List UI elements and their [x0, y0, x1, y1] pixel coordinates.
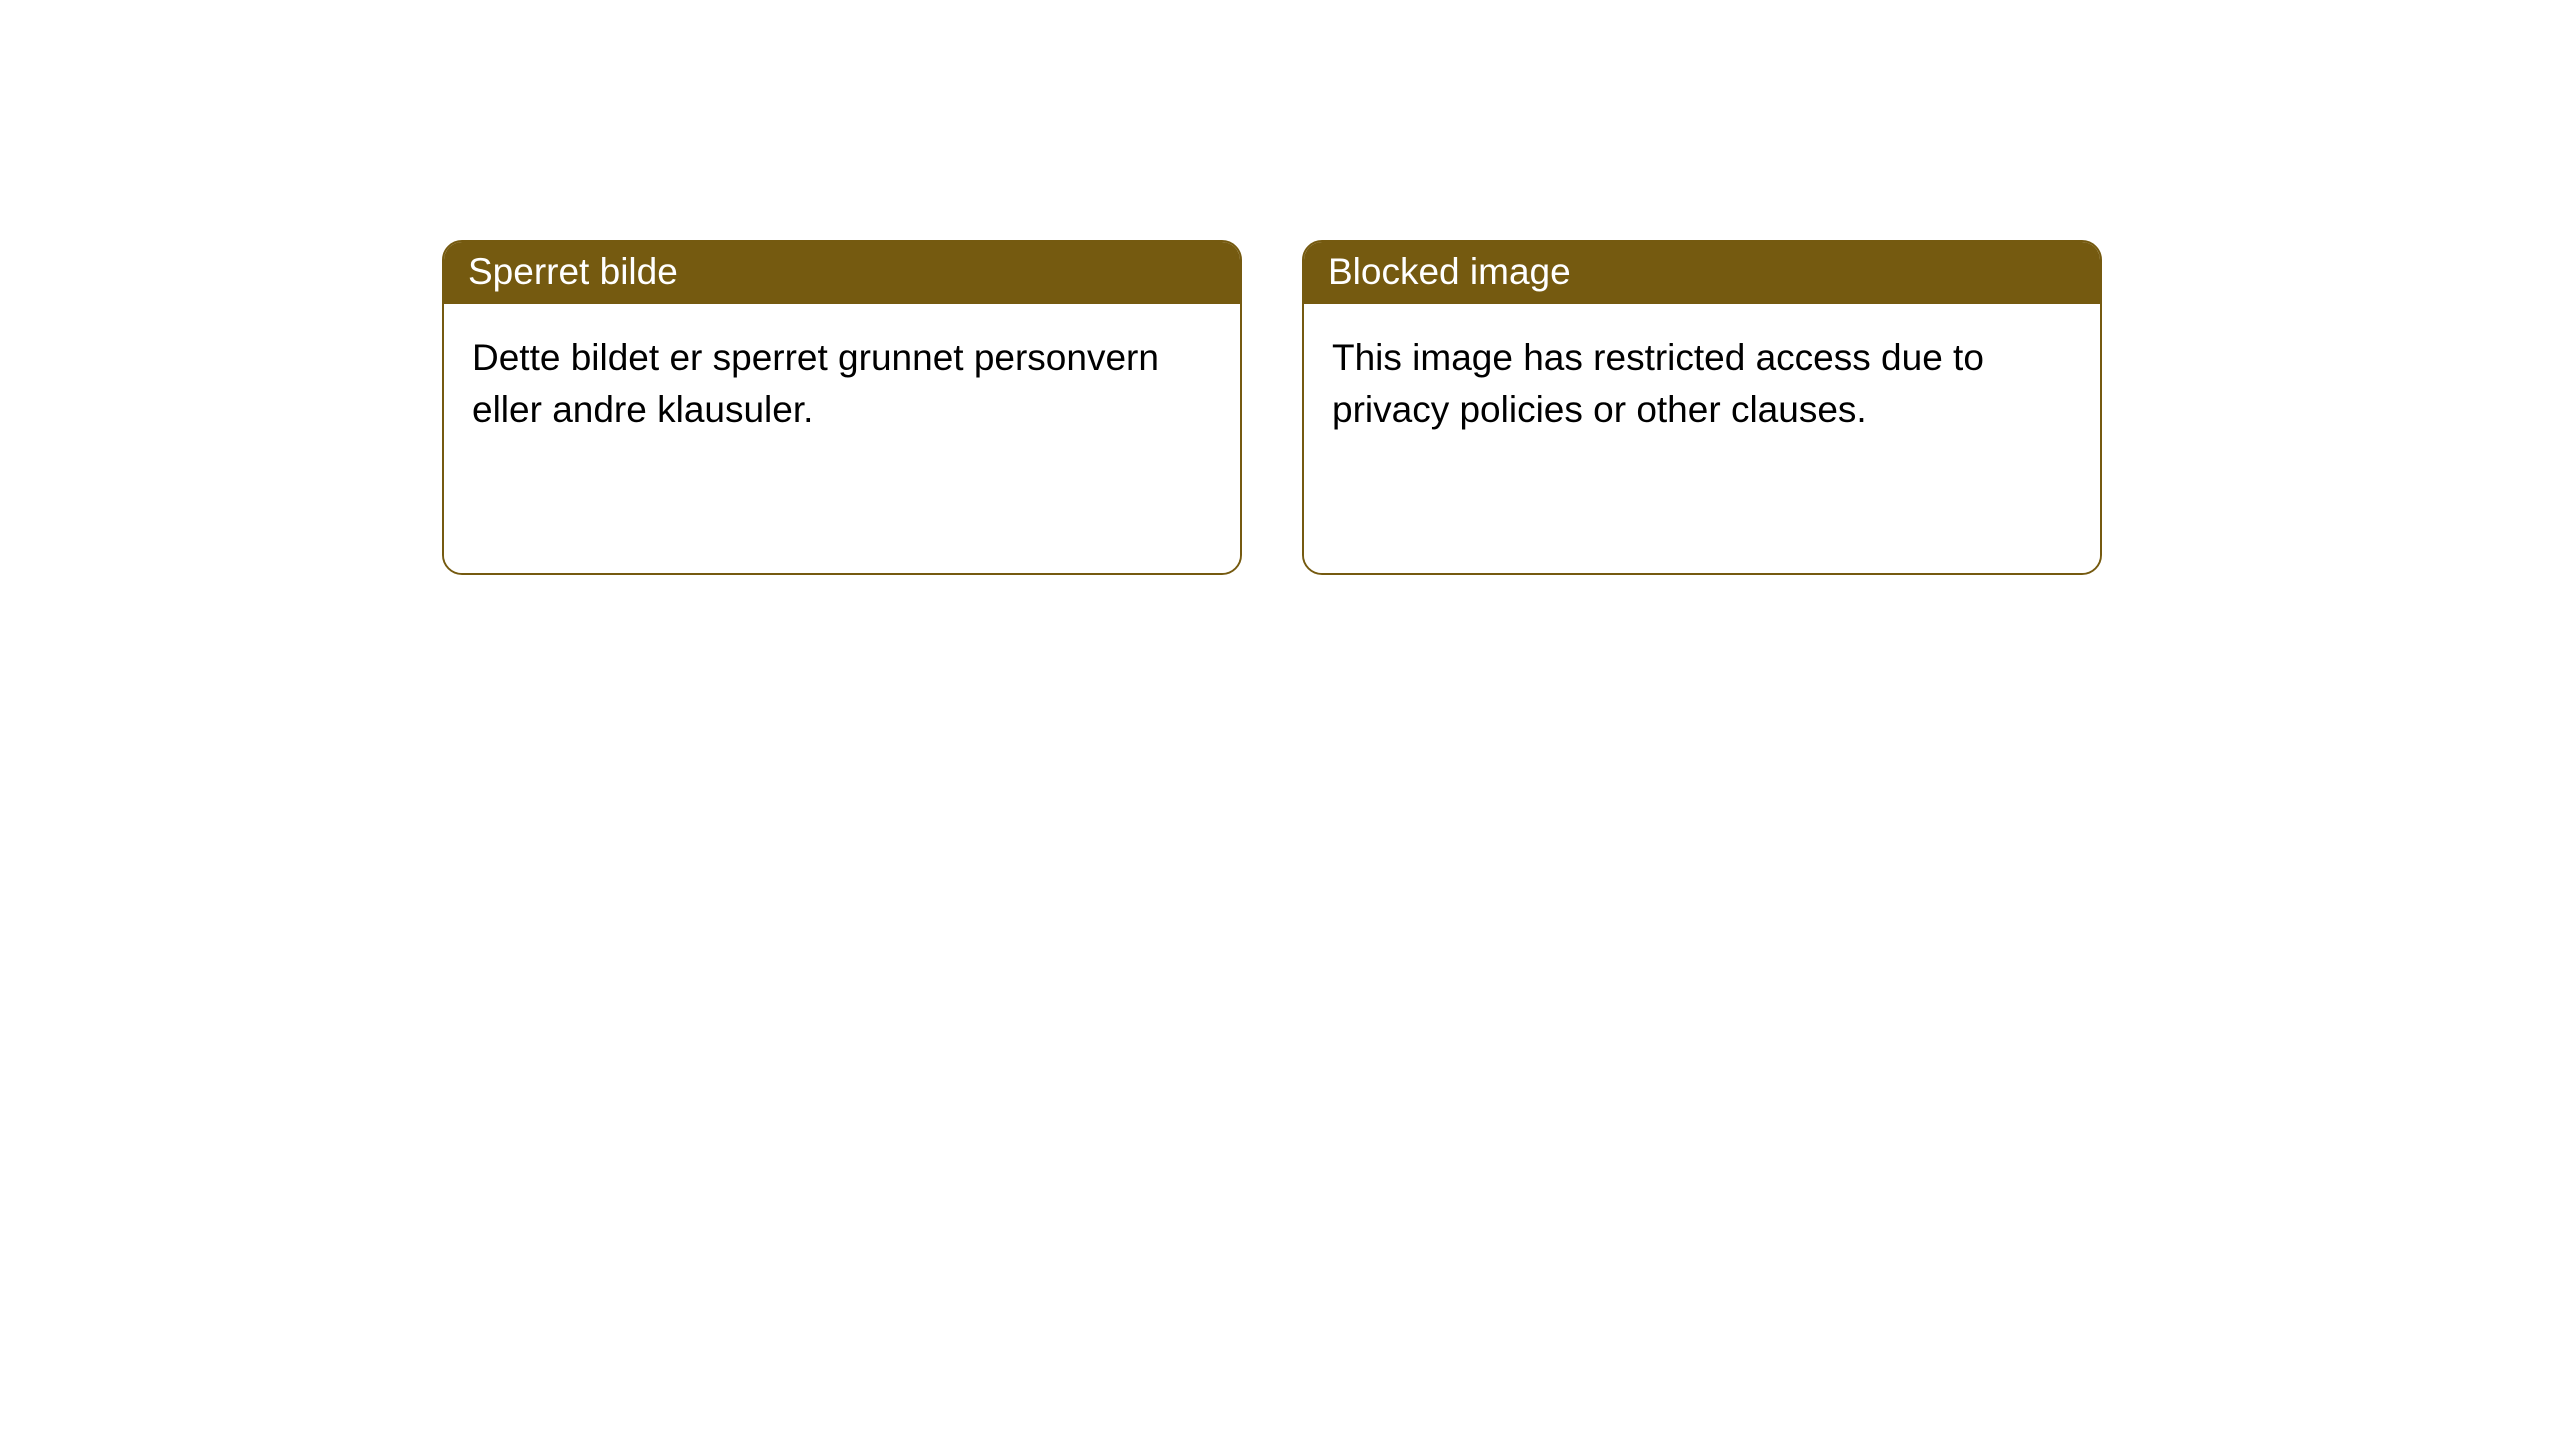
card-header-en: Blocked image [1304, 242, 2100, 304]
notice-container: Sperret bilde Dette bildet er sperret gr… [0, 0, 2560, 575]
blocked-image-card-no: Sperret bilde Dette bildet er sperret gr… [442, 240, 1242, 575]
blocked-image-card-en: Blocked image This image has restricted … [1302, 240, 2102, 575]
card-body-no: Dette bildet er sperret grunnet personve… [444, 304, 1240, 573]
card-header-no: Sperret bilde [444, 242, 1240, 304]
card-body-en: This image has restricted access due to … [1304, 304, 2100, 573]
